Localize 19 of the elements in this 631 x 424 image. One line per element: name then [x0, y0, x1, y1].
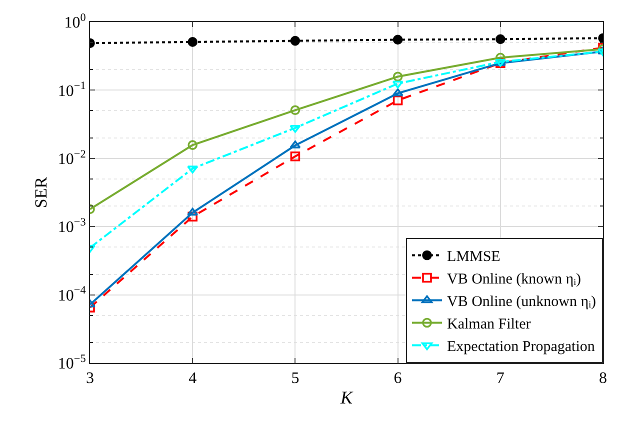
- y-tick-label: 10$^{−2}$: [58, 148, 86, 168]
- legend-label: Expectation Propagation: [447, 339, 596, 356]
- y-tick-label: 10$^{−3}$: [58, 216, 86, 236]
- x-tick-label: 4: [188, 370, 197, 388]
- y-tick-label: 10$^{−5}$: [58, 352, 86, 373]
- x-axis-title: K: [339, 387, 354, 408]
- legend-label: Kalman Filter: [447, 316, 531, 333]
- y-axis-title: SER: [31, 176, 50, 208]
- y-tick-label: 10$^{0}$: [64, 12, 86, 32]
- x-tick-label: 7: [496, 370, 504, 388]
- x-tick-label: 5: [291, 370, 300, 388]
- x-tick-label: 8: [599, 370, 607, 388]
- x-tick-label: 3: [86, 370, 94, 388]
- y-tick-label: 10$^{−4}$: [58, 284, 86, 304]
- legend-label: LMMSE: [447, 249, 500, 266]
- y-tick-label: 10$^{−1}$: [58, 80, 86, 100]
- legend-label: VB Online (unknown ηᵢ): [447, 294, 596, 310]
- x-tick-label: 6: [394, 370, 402, 388]
- legend-label: VB Online (known ηᵢ): [447, 272, 582, 288]
